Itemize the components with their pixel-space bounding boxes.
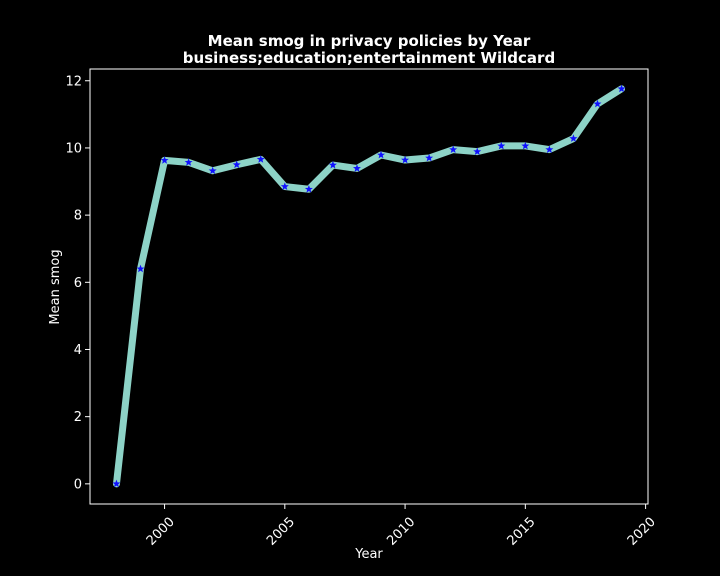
y-tick-label: 8	[74, 209, 82, 224]
y-axis: 0 2 4 6 8 10 12	[65, 74, 90, 492]
data-point-marker	[425, 153, 434, 162]
data-point-marker	[136, 264, 145, 273]
chart-title-line-1: Mean smog in privacy policies by Year	[208, 32, 531, 50]
data-point-marker	[521, 141, 530, 150]
series-line	[112, 85, 626, 488]
plot-area	[112, 84, 626, 488]
data-point-marker	[328, 160, 337, 169]
data-point-marker	[617, 84, 626, 93]
data-point-marker	[280, 182, 289, 190]
data-point-marker	[377, 150, 386, 159]
data-point-marker	[449, 145, 458, 154]
y-tick-label: 0	[74, 477, 82, 492]
y-tick-label: 2	[74, 410, 82, 425]
data-point-marker	[112, 479, 121, 488]
data-point-marker	[569, 134, 578, 142]
data-point-marker	[184, 158, 193, 166]
y-tick-label: 4	[74, 343, 82, 358]
data-point-marker	[160, 156, 169, 164]
data-point-marker	[545, 145, 554, 154]
data-point-marker	[401, 155, 410, 164]
x-axis-label: Year	[354, 547, 383, 562]
data-point-marker	[352, 164, 361, 172]
axes-frame	[89, 68, 649, 505]
data-point-marker	[473, 147, 482, 156]
data-point-marker	[304, 185, 313, 193]
data-point-marker	[593, 99, 602, 108]
data-point-marker	[497, 141, 506, 150]
y-tick-label: 6	[74, 276, 82, 291]
data-point-marker	[208, 166, 217, 175]
data-point-marker	[256, 155, 265, 163]
y-axis-label: Mean smog	[48, 249, 63, 324]
data-point-marker	[232, 160, 241, 169]
y-tick-label: 10	[65, 141, 82, 156]
y-tick-label: 12	[65, 74, 82, 89]
chart-title-line-2: business;education;entertainment Wildcar…	[183, 49, 555, 67]
